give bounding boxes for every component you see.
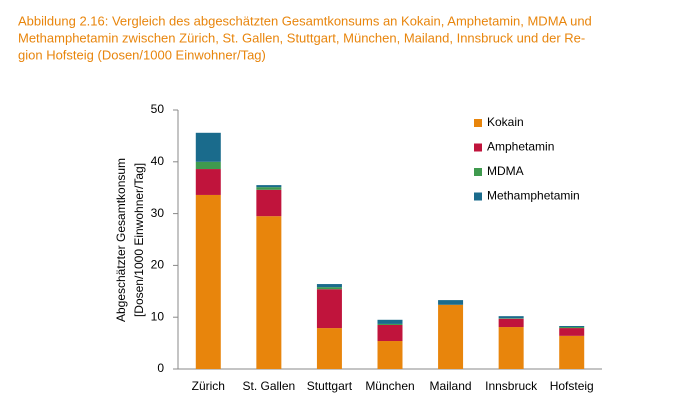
- bar-segment: [498, 327, 524, 369]
- bar-segment: [316, 287, 342, 290]
- bar-segment: [377, 341, 403, 369]
- bar-segment: [256, 189, 282, 217]
- chart-title: Abbildung 2.16: Vergleich des abgeschätz…: [18, 13, 592, 28]
- y-tick-label: 0: [157, 361, 164, 375]
- chart-title: gion Hofsteig (Dosen/1000 Einwohner/Tag): [18, 47, 266, 62]
- bar-segment: [256, 216, 282, 369]
- chart-title: Methamphetamin zwischen Zürich, St. Gall…: [18, 30, 585, 45]
- bar-segment: [559, 335, 585, 369]
- bar-segment: [377, 319, 403, 324]
- bar-segment: [559, 326, 585, 328]
- bar-segment: [438, 304, 464, 369]
- legend-label: MDMA: [487, 164, 524, 178]
- x-tick-label: München: [365, 379, 414, 393]
- bar-segment: [256, 185, 282, 188]
- bar-segment: [316, 328, 342, 369]
- bar-segment: [256, 187, 282, 190]
- x-tick-label: Mailand: [430, 379, 472, 393]
- bar-segment: [559, 328, 585, 336]
- legend-label: Kokain: [487, 115, 524, 129]
- y-tick-label: 10: [151, 309, 165, 323]
- x-tick-label: St. Gallen: [243, 379, 296, 393]
- bar-segment: [316, 289, 342, 329]
- bar-segment: [316, 284, 342, 288]
- x-tick-label: Hofsteig: [550, 379, 594, 393]
- y-axis-label: Abgeschätzter Gesamtkonsum: [114, 158, 128, 322]
- legend-label: Methamphetamin: [487, 189, 580, 203]
- bar-segment: [498, 318, 524, 319]
- legend-swatch: [474, 192, 482, 201]
- legend-swatch: [474, 143, 482, 152]
- y-tick-label: 50: [151, 102, 165, 116]
- bar-segment: [559, 327, 585, 329]
- bar-segment: [438, 300, 464, 305]
- y-tick-label: 40: [151, 154, 165, 168]
- x-tick-label: Zürich: [192, 379, 225, 393]
- bar-segment: [195, 169, 221, 195]
- legend-swatch: [474, 168, 482, 176]
- y-tick-label: 20: [151, 258, 165, 272]
- legend-label: Amphetamin: [487, 140, 554, 154]
- legend-swatch: [474, 119, 482, 127]
- bar-segment: [195, 132, 221, 162]
- bar-segment: [377, 323, 403, 325]
- bar-segment: [498, 316, 524, 319]
- y-axis-label: [Dosen/1000 Einwohner/Tag]: [132, 163, 146, 317]
- y-tick-label: 30: [151, 206, 165, 220]
- x-tick-label: Innsbruck: [485, 379, 538, 393]
- bar-segment: [195, 161, 221, 170]
- bar-segment: [498, 318, 524, 328]
- bar-segment: [195, 194, 221, 369]
- bar-segment: [377, 324, 403, 342]
- x-tick-label: Stuttgart: [307, 379, 353, 393]
